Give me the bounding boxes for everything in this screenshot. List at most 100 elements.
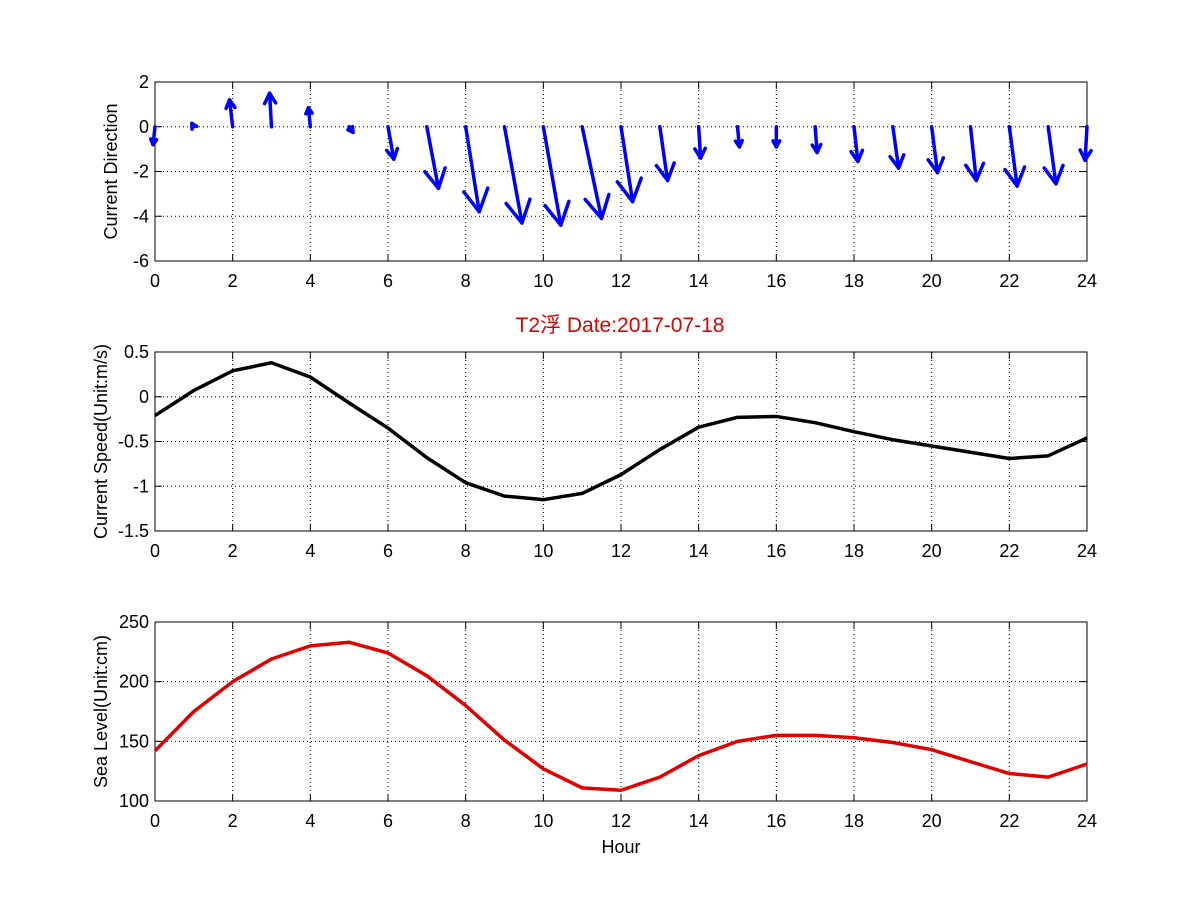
- quiver-arrow: [502, 125, 532, 225]
- quiver-arrow: [346, 124, 355, 135]
- y-axis-label: Current Direction: [101, 103, 121, 239]
- x-tick-label: 12: [611, 811, 631, 831]
- x-tick-label: 20: [922, 271, 942, 291]
- x-tick-label: 24: [1077, 811, 1097, 831]
- quiver-arrow: [462, 125, 490, 214]
- quiver-arrow: [849, 125, 865, 164]
- quiver-arrow: [963, 125, 986, 183]
- quiver-arrow: [1042, 125, 1065, 186]
- data-point: [970, 761, 971, 763]
- data-point: [620, 474, 622, 476]
- y-tick-label: 200: [119, 672, 149, 692]
- x-tick-label: 2: [228, 271, 238, 291]
- quiver-arrow: [733, 125, 744, 149]
- data-point: [271, 658, 272, 660]
- y-tick-label: -4: [133, 206, 149, 226]
- y-tick-label: -6: [133, 251, 149, 271]
- quiver-arrow: [926, 125, 946, 175]
- arrow-head: [543, 199, 571, 227]
- y-tick-label: -0.5: [118, 432, 149, 452]
- arrow-shaft: [696, 125, 703, 160]
- quiver-arrow: [810, 125, 823, 155]
- quiver-arrow: [580, 125, 611, 221]
- x-tick-label: 12: [611, 541, 631, 561]
- x-tick-label: 2: [228, 541, 238, 561]
- data-point: [465, 705, 467, 707]
- y-tick-label: 100: [119, 791, 149, 811]
- arrow-head: [423, 166, 447, 191]
- arrow-shaft: [541, 125, 563, 227]
- y-tick-label: -1: [133, 476, 149, 496]
- data-point: [504, 739, 505, 741]
- data-point: [581, 787, 583, 789]
- x-tick-label: 6: [383, 811, 393, 831]
- data-point: [309, 645, 311, 647]
- x-tick-label: 0: [150, 271, 160, 291]
- arrow-head: [148, 137, 159, 147]
- x-tick-label: 24: [1077, 271, 1097, 291]
- x-tick-label: 8: [461, 271, 471, 291]
- x-tick-label: 4: [305, 541, 315, 561]
- data-point: [814, 422, 816, 424]
- data-point: [387, 427, 389, 429]
- x-tick-label: 18: [844, 541, 864, 561]
- data-point: [348, 641, 350, 643]
- data-point: [348, 402, 350, 404]
- quiver-arrow: [654, 125, 676, 183]
- arrow-head: [888, 153, 906, 170]
- x-tick-label: 20: [922, 811, 942, 831]
- arrow-head: [849, 148, 865, 164]
- arrow-head: [1042, 163, 1065, 186]
- x-tick-label: 10: [533, 271, 553, 291]
- data-point: [542, 499, 544, 501]
- x-tick-label: 14: [689, 541, 709, 561]
- arrow-head: [615, 176, 643, 204]
- arrow-head: [771, 139, 782, 149]
- arrow-head: [1078, 148, 1093, 163]
- arrow-head: [693, 146, 707, 160]
- data-point: [426, 675, 428, 677]
- quiver-arrow: [262, 91, 278, 129]
- quiver-arrow: [615, 125, 643, 204]
- data-point: [853, 737, 855, 739]
- arrow-shaft: [463, 125, 482, 214]
- x-tick-label: 8: [461, 541, 471, 561]
- data-point: [853, 431, 855, 433]
- x-tick-label: 4: [305, 811, 315, 831]
- x-tick-label: 10: [533, 811, 553, 831]
- arrow-shaft: [502, 125, 524, 225]
- current-speed-panel: 0 2 4 6 8 10 12 14 16 18 20 22 24-1.5-1-0.500.5Curre…: [91, 342, 1097, 561]
- x-tick-label: 2: [228, 811, 238, 831]
- arrow-shaft: [929, 125, 940, 175]
- y-tick-label: 2: [139, 72, 149, 92]
- quiver-arrow: [888, 125, 906, 170]
- arrow-shaft: [227, 98, 235, 129]
- arrow-head: [926, 156, 946, 175]
- data-point: [775, 734, 777, 736]
- data-point: [737, 740, 738, 742]
- data-point: [659, 449, 661, 451]
- data-point: [232, 681, 234, 683]
- x-tick-label: 16: [766, 811, 786, 831]
- arrow-shaft: [891, 125, 901, 170]
- data-point: [892, 439, 894, 441]
- data-point: [193, 389, 195, 391]
- arrow-shaft: [1083, 125, 1089, 163]
- data-point: [659, 776, 661, 778]
- arrow-head: [462, 186, 490, 214]
- data-point: [1086, 437, 1088, 439]
- x-tick-label: 0: [150, 811, 160, 831]
- quiver-arrow: [541, 125, 571, 227]
- y-tick-label: -2: [133, 162, 149, 182]
- x-tick-label: 24: [1077, 541, 1097, 561]
- arrow-shaft: [267, 91, 274, 129]
- x-tick-label: 22: [999, 811, 1019, 831]
- x-tick-label: 10: [533, 541, 553, 561]
- data-point: [1047, 455, 1049, 457]
- arrow-shaft: [968, 125, 979, 183]
- x-tick-label: 22: [999, 271, 1019, 291]
- y-tick-label: 0: [139, 387, 149, 407]
- quiver-arrow: [1003, 125, 1027, 188]
- series-line: [153, 640, 1088, 793]
